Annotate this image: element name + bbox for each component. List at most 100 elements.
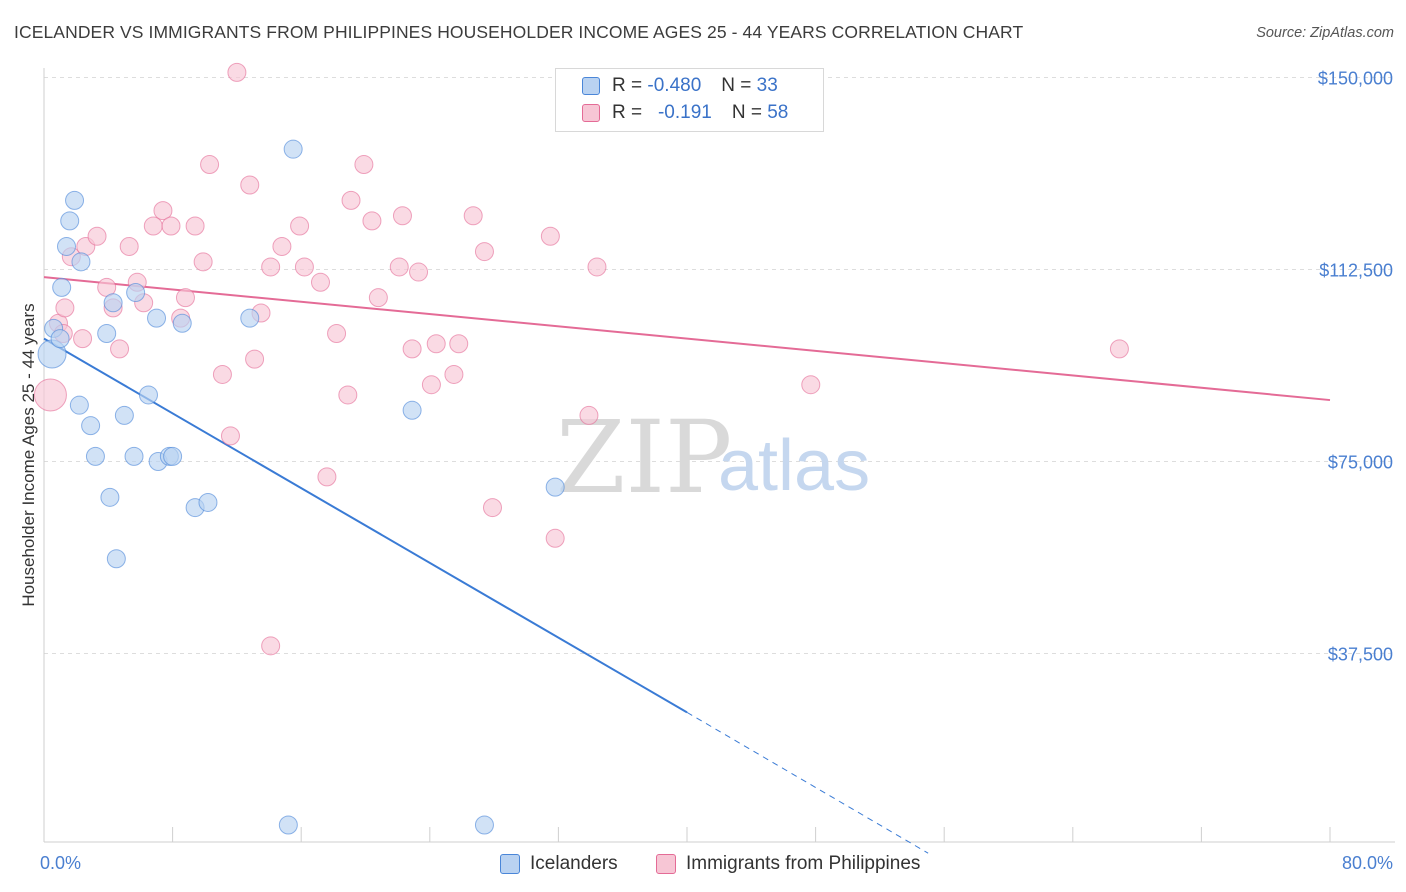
point-philippines-42 (402, 339, 422, 359)
point-philippines-19 (185, 216, 205, 236)
point-philippines-21 (200, 155, 220, 175)
point-philippines-57 (261, 636, 281, 656)
legend-r-icelanders: -0.480 (647, 75, 702, 96)
point-icelanders-8 (71, 252, 91, 272)
point-icelanders-22 (163, 446, 183, 466)
point-philippines-30 (290, 216, 310, 236)
point-philippines-55 (801, 375, 821, 395)
point-philippines-44 (421, 375, 441, 395)
point-philippines-47 (449, 334, 469, 354)
point-icelanders-3 (52, 277, 72, 297)
point-philippines-56 (1109, 339, 1129, 359)
point-icelanders-27 (278, 815, 298, 835)
point-philippines-26 (245, 349, 265, 369)
watermark-atlas: atlas (718, 426, 870, 506)
legend-r-philippines: -0.191 (657, 102, 712, 123)
legend-n-icelanders: 33 (756, 75, 778, 96)
y-tick-label-3: $150,000 (1318, 69, 1393, 89)
point-icelanders-15 (114, 405, 134, 425)
point-philippines-36 (341, 190, 361, 210)
point-icelanders-6 (65, 190, 85, 210)
point-philippines-28 (261, 257, 281, 277)
point-philippines-48 (463, 206, 483, 226)
y-tick-label-1: $75,000 (1328, 453, 1393, 473)
point-icelanders-25 (198, 492, 218, 512)
legend-swatch-icelanders (582, 77, 600, 95)
legend-item-icelanders: Icelanders (500, 852, 618, 876)
point-philippines-45 (426, 334, 446, 354)
point-icelanders-2 (50, 329, 70, 349)
point-icelanders-10 (85, 446, 105, 466)
point-philippines-22 (212, 364, 232, 384)
point-icelanders-11 (97, 324, 117, 343)
point-philippines-41 (392, 206, 412, 226)
point-philippines-51 (540, 226, 560, 246)
point-philippines-18 (175, 288, 195, 308)
point-philippines-32 (310, 272, 330, 292)
chart-title: ICELANDER VS IMMIGRANTS FROM PHILIPPINES… (14, 22, 1024, 42)
point-icelanders-7 (69, 395, 89, 415)
gridlines (44, 77, 1395, 654)
point-philippines-7 (87, 226, 107, 246)
correlation-legend: R = -0.480 N = 33 R = -0.191 N = 58 (555, 68, 824, 132)
trend-line-icelanders-extension (686, 711, 929, 854)
point-philippines-11 (119, 236, 139, 256)
point-philippines-34 (327, 324, 347, 343)
watermark: ZIP atlas (556, 399, 870, 516)
trend-line-philippines (43, 276, 1331, 402)
bottom-swatch-icelanders (500, 854, 520, 874)
point-icelanders-23 (172, 313, 192, 333)
x-tick-label-0: 0.0% (40, 853, 81, 873)
point-philippines-20 (193, 252, 213, 272)
point-icelanders-16 (124, 446, 144, 466)
point-philippines-49 (474, 242, 494, 262)
point-philippines-16 (161, 216, 181, 236)
point-philippines-46 (444, 364, 464, 384)
point-philippines-31 (294, 257, 314, 277)
point-philippines-54 (587, 257, 607, 277)
point-icelanders-17 (126, 283, 146, 303)
x-tick-labels: 0.0% 80.0% (40, 853, 1393, 873)
point-philippines-25 (240, 175, 260, 195)
point-philippines-40 (389, 257, 409, 277)
legend-row-philippines: R = -0.191 N = 58 (582, 101, 788, 125)
point-icelanders-13 (103, 293, 123, 313)
point-icelanders-28 (283, 139, 303, 159)
point-icelanders-26 (240, 308, 260, 328)
point-icelanders-29 (402, 400, 422, 420)
data-points (33, 62, 1129, 835)
point-icelanders-18 (138, 385, 158, 405)
point-philippines-14 (143, 216, 163, 236)
point-philippines-0 (33, 378, 67, 412)
point-philippines-43 (409, 262, 429, 282)
point-philippines-24 (227, 62, 247, 82)
point-philippines-39 (368, 288, 388, 308)
legend-n-philippines: 58 (767, 102, 789, 123)
point-philippines-38 (362, 211, 382, 231)
point-icelanders-31 (545, 477, 565, 497)
point-philippines-3 (55, 298, 75, 318)
y-axis-title: Householder Income Ages 25 - 44 years (19, 303, 38, 606)
point-philippines-37 (354, 155, 374, 175)
bottom-swatch-philippines (656, 854, 676, 874)
point-philippines-29 (272, 236, 292, 256)
point-philippines-35 (338, 385, 358, 405)
point-philippines-52 (545, 528, 565, 548)
point-icelanders-5 (60, 211, 80, 231)
point-philippines-53 (579, 405, 599, 425)
point-philippines-5 (73, 329, 93, 349)
point-philippines-23 (220, 426, 240, 446)
y-tick-label-0: $37,500 (1328, 645, 1393, 665)
legend-label-icelanders: Icelanders (530, 853, 618, 874)
legend-item-philippines: Immigrants from Philippines (656, 852, 920, 876)
point-philippines-50 (482, 498, 502, 518)
x-tick-label-1: 80.0% (1342, 853, 1393, 873)
point-philippines-15 (153, 201, 173, 221)
point-philippines-33 (317, 467, 337, 487)
point-icelanders-19 (147, 308, 167, 328)
point-icelanders-12 (100, 487, 120, 507)
legend-swatch-philippines (582, 104, 600, 122)
legend-row-icelanders: R = -0.480 N = 33 (582, 74, 778, 98)
y-tick-labels: $37,500 $75,000 $112,500 $150,000 (1318, 69, 1393, 665)
